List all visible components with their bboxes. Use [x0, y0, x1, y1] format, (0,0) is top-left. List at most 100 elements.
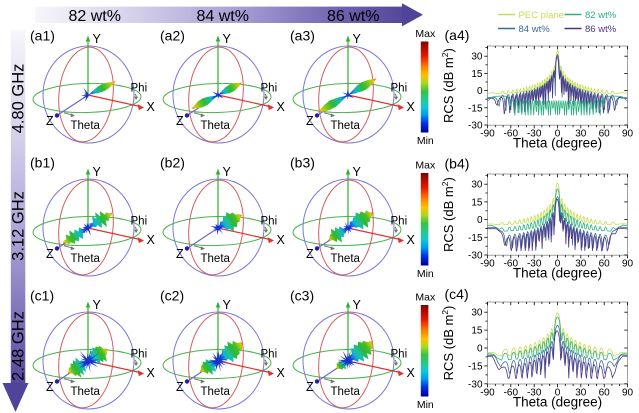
- svg-text:(b2): (b2): [160, 155, 185, 171]
- svg-text:82 wt%: 82 wt%: [69, 8, 121, 25]
- svg-text:-90: -90: [480, 129, 495, 140]
- svg-text:Theta: Theta: [331, 253, 361, 265]
- svg-text:Max: Max: [415, 160, 436, 172]
- svg-text:Theta: Theta: [331, 386, 361, 398]
- svg-text:Theta (degree): Theta (degree): [513, 266, 602, 281]
- svg-text:PEC plane: PEC plane: [519, 10, 564, 21]
- svg-text:30: 30: [575, 259, 587, 270]
- svg-text:-30: -30: [527, 259, 542, 270]
- svg-text:Phi: Phi: [391, 83, 408, 95]
- svg-text:Theta: Theta: [331, 120, 361, 132]
- svg-text:0: 0: [477, 215, 483, 226]
- svg-text:Theta (degree): Theta (degree): [513, 136, 602, 151]
- svg-text:4.80 GHz: 4.80 GHz: [10, 64, 28, 134]
- svg-text:Z: Z: [46, 114, 54, 128]
- svg-text:X: X: [277, 100, 286, 114]
- svg-text:-30: -30: [468, 379, 483, 390]
- svg-text:30: 30: [575, 129, 587, 140]
- svg-text:-30: -30: [468, 251, 483, 262]
- svg-text:(c3): (c3): [290, 288, 314, 304]
- svg-text:Z: Z: [176, 247, 184, 261]
- svg-text:60: 60: [599, 388, 611, 399]
- svg-text:84 wt%: 84 wt%: [197, 8, 249, 25]
- svg-text:30: 30: [471, 52, 483, 63]
- svg-text:Z: Z: [306, 247, 314, 261]
- svg-text:Phi: Phi: [391, 349, 408, 361]
- svg-text:Min: Min: [417, 399, 434, 411]
- svg-text:Y: Y: [353, 298, 362, 312]
- svg-text:Max: Max: [415, 292, 436, 304]
- svg-text:Phi: Phi: [131, 83, 148, 95]
- svg-text:Z: Z: [306, 114, 314, 128]
- svg-text:90: 90: [622, 129, 634, 140]
- svg-text:0: 0: [477, 86, 483, 97]
- svg-text:-30: -30: [468, 121, 483, 132]
- svg-text:Y: Y: [223, 32, 232, 46]
- svg-text:82 wt%: 82 wt%: [585, 10, 617, 21]
- svg-text:-90: -90: [480, 388, 495, 399]
- svg-text:X: X: [407, 233, 416, 247]
- svg-text:-60: -60: [504, 259, 519, 270]
- svg-text:Y: Y: [223, 165, 232, 179]
- svg-text:Y: Y: [93, 298, 102, 312]
- svg-text:Theta: Theta: [71, 386, 101, 398]
- svg-text:Theta (degree): Theta (degree): [513, 395, 602, 410]
- svg-text:0: 0: [555, 388, 561, 399]
- svg-text:Phi: Phi: [261, 216, 278, 228]
- svg-text:30: 30: [471, 180, 483, 191]
- svg-text:X: X: [147, 366, 156, 380]
- svg-text:Y: Y: [353, 32, 362, 46]
- svg-text:(b3): (b3): [290, 155, 315, 171]
- svg-text:90: 90: [622, 259, 634, 270]
- svg-text:Theta: Theta: [201, 253, 231, 265]
- svg-text:Theta: Theta: [71, 253, 101, 265]
- svg-text:Z: Z: [46, 380, 54, 394]
- svg-text:90: 90: [622, 388, 634, 399]
- svg-text:86 wt%: 86 wt%: [327, 8, 379, 25]
- svg-text:Phi: Phi: [131, 216, 148, 228]
- svg-text:(c1): (c1): [30, 288, 54, 304]
- svg-text:-30: -30: [527, 388, 542, 399]
- svg-text:Z: Z: [176, 380, 184, 394]
- svg-text:(a3): (a3): [290, 28, 315, 44]
- svg-text:15: 15: [471, 326, 483, 337]
- svg-text:Z: Z: [176, 114, 184, 128]
- svg-text:0: 0: [555, 129, 561, 140]
- svg-text:(c2): (c2): [160, 288, 184, 304]
- svg-text:Theta: Theta: [71, 120, 101, 132]
- svg-text:Phi: Phi: [131, 349, 148, 361]
- svg-text:-90: -90: [480, 259, 495, 270]
- svg-text:60: 60: [599, 129, 611, 140]
- svg-text:-15: -15: [468, 233, 483, 244]
- svg-text:RCS (dB m2): RCS (dB m2): [440, 177, 456, 252]
- svg-text:(a1): (a1): [30, 28, 55, 44]
- svg-text:RCS (dB m2): RCS (dB m2): [440, 306, 456, 381]
- svg-text:Phi: Phi: [261, 83, 278, 95]
- svg-text:Phi: Phi: [261, 349, 278, 361]
- svg-text:-30: -30: [527, 129, 542, 140]
- svg-text:RCS (dB m2): RCS (dB m2): [440, 48, 456, 123]
- svg-text:Min: Min: [417, 135, 434, 147]
- svg-text:Min: Min: [417, 268, 434, 280]
- svg-text:86 wt%: 86 wt%: [585, 24, 617, 35]
- svg-text:15: 15: [471, 197, 483, 208]
- svg-text:(b1): (b1): [30, 155, 55, 171]
- svg-text:2.48 GHz: 2.48 GHz: [10, 311, 28, 381]
- svg-text:Y: Y: [93, 165, 102, 179]
- svg-text:Z: Z: [306, 380, 314, 394]
- svg-text:Y: Y: [93, 32, 102, 46]
- svg-text:0: 0: [555, 259, 561, 270]
- svg-text:Theta: Theta: [201, 120, 231, 132]
- svg-text:0: 0: [477, 344, 483, 355]
- svg-text:(b4): (b4): [445, 156, 470, 172]
- svg-text:-15: -15: [468, 361, 483, 372]
- svg-text:(c4): (c4): [445, 286, 469, 302]
- svg-text:-15: -15: [468, 103, 483, 114]
- svg-text:-60: -60: [504, 129, 519, 140]
- svg-text:(a2): (a2): [160, 28, 185, 44]
- svg-text:30: 30: [471, 308, 483, 319]
- svg-text:30: 30: [575, 388, 587, 399]
- svg-text:(a4): (a4): [445, 27, 470, 43]
- svg-text:X: X: [277, 366, 286, 380]
- svg-text:Max: Max: [415, 28, 436, 40]
